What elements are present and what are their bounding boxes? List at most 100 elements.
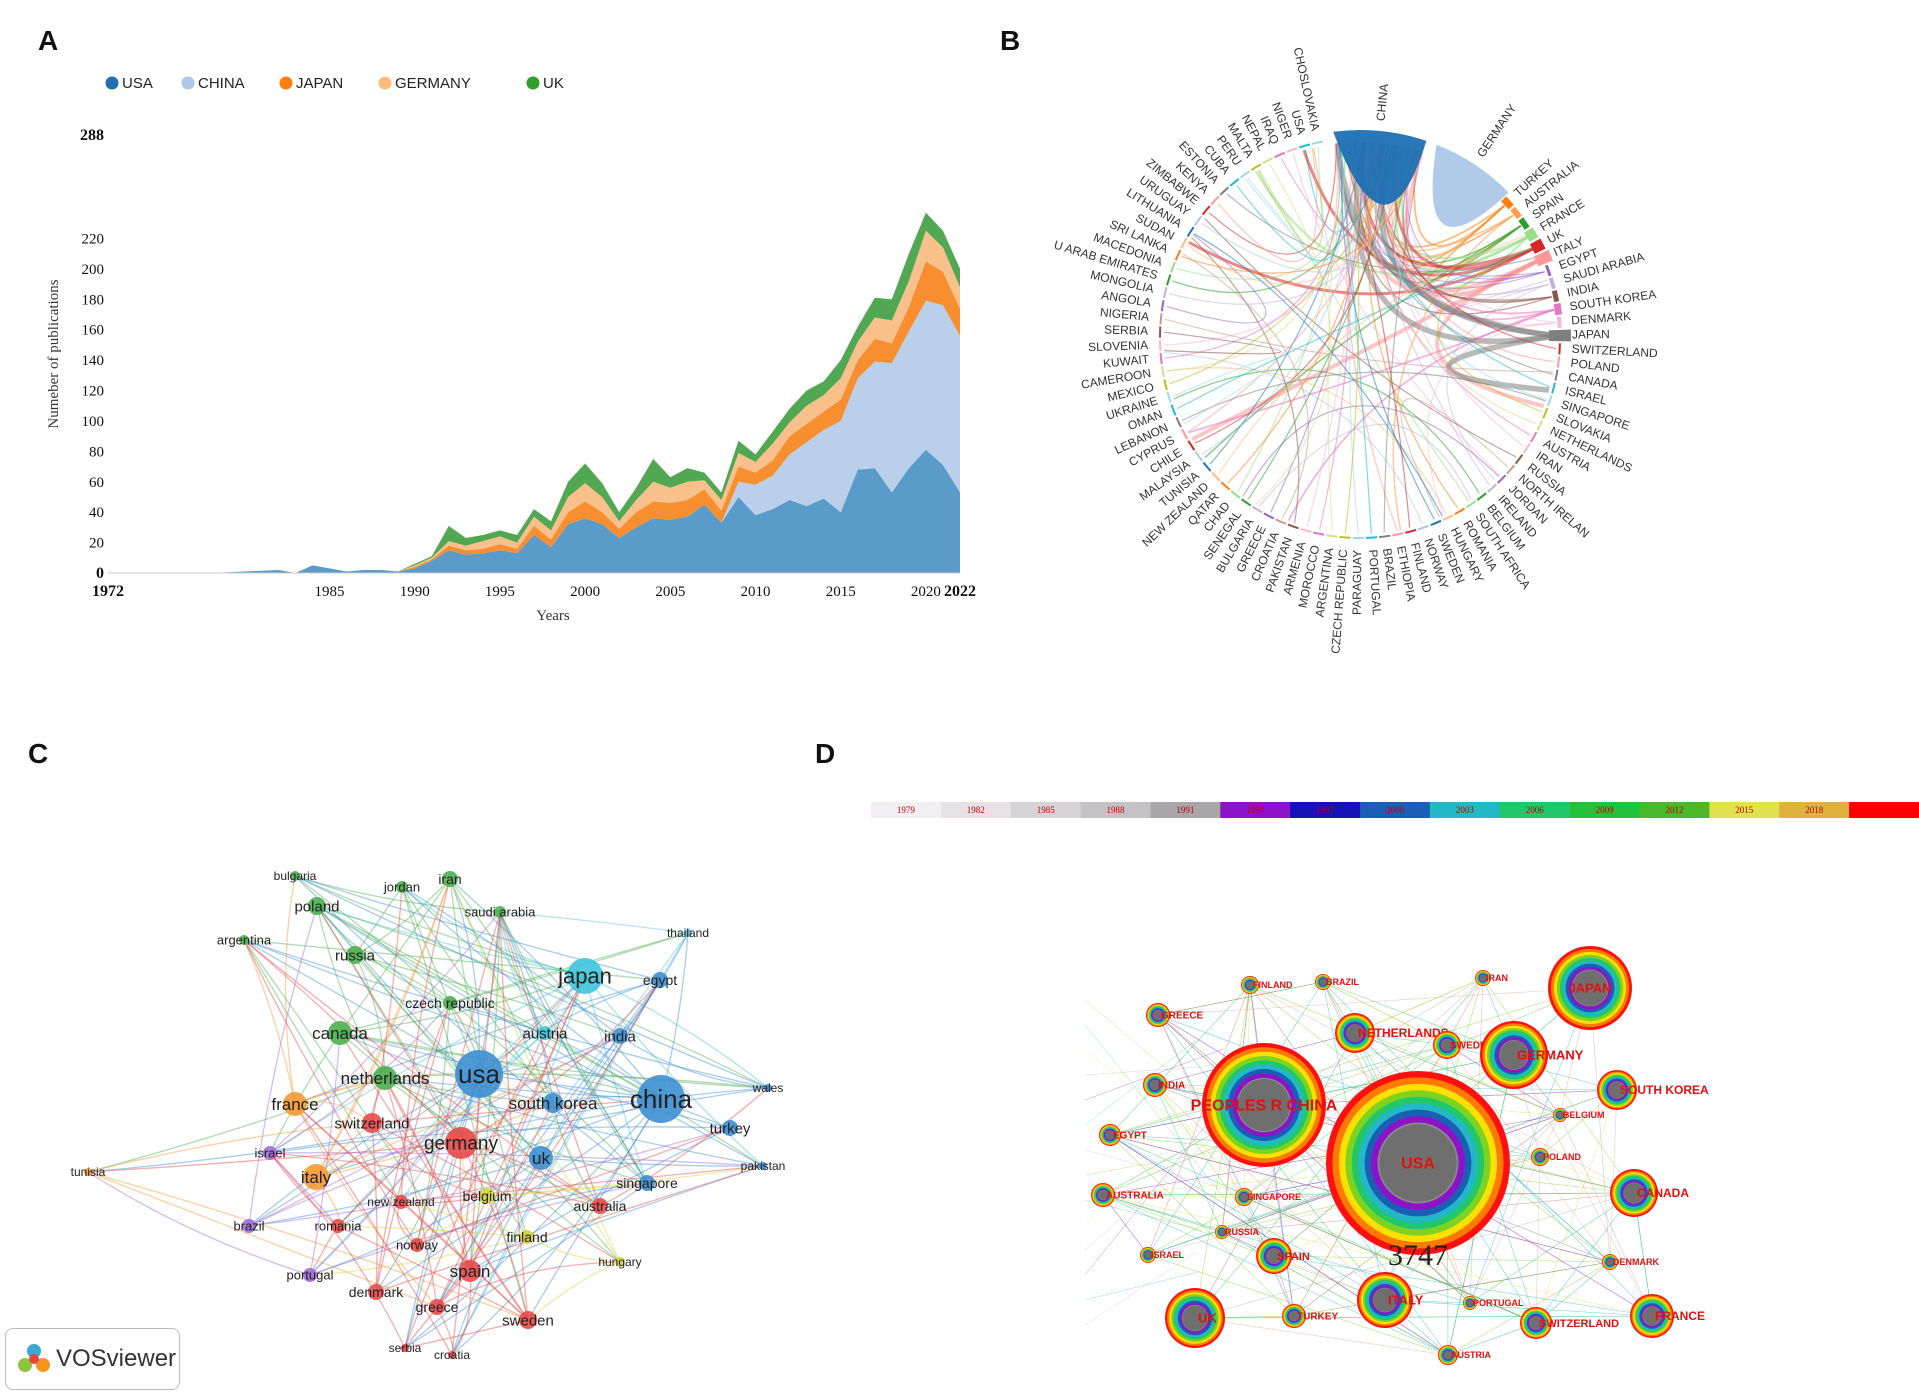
y-tick-40: 40 bbox=[89, 505, 104, 521]
node-portugal: PORTUGAL bbox=[1463, 1296, 1524, 1310]
edge-greece-hungary bbox=[436, 1261, 621, 1308]
edge-iran-singapore bbox=[449, 878, 648, 1184]
arc-sweden bbox=[1430, 519, 1442, 527]
node-circle-singapore bbox=[639, 1175, 655, 1191]
node-circle-poland bbox=[308, 897, 326, 915]
arc-ethiopia bbox=[1392, 532, 1404, 537]
edge-finland-new-zealand bbox=[400, 1201, 528, 1238]
node-switzerland: SWITZERLAND bbox=[1520, 1307, 1619, 1339]
edge-uk-pakistan bbox=[540, 1157, 764, 1167]
node-label-germany: germany bbox=[424, 1134, 498, 1155]
y-tick-140: 140 bbox=[82, 353, 105, 369]
legend-swatch-usa bbox=[105, 76, 119, 90]
node-austria: austria bbox=[522, 1025, 568, 1042]
arc-austria bbox=[1530, 431, 1538, 443]
edge-hungary-sweden bbox=[527, 1261, 621, 1321]
core-france bbox=[1642, 1306, 1662, 1326]
node-label-austria: austria bbox=[522, 1025, 568, 1042]
node-circle-china bbox=[637, 1075, 685, 1123]
y-tick-180: 180 bbox=[82, 292, 105, 308]
node-label-new-zealand: new zealand bbox=[367, 1195, 434, 1209]
panel-a-label: A bbox=[38, 25, 58, 56]
node-label-spain: spain bbox=[450, 1262, 491, 1281]
node-turkey: turkey bbox=[710, 1120, 751, 1137]
link-russia-australia bbox=[1102, 1194, 1223, 1233]
chord-label-brazil: BRAZIL bbox=[1380, 547, 1399, 591]
timeline-segment-1979 bbox=[871, 802, 942, 818]
core-portugal bbox=[1467, 1300, 1473, 1306]
edge-croatia-saudi-arabia bbox=[451, 911, 501, 1356]
edge-egypt-france bbox=[294, 979, 661, 1105]
edge-portugal-tunisia bbox=[87, 1171, 311, 1276]
node-label-iran: iran bbox=[438, 871, 461, 887]
timeline-segment-2018 bbox=[1779, 802, 1850, 818]
chord-norway bbox=[1164, 352, 1423, 525]
node-greece: GREECE bbox=[1146, 1003, 1204, 1027]
edge-iran-canada bbox=[339, 878, 451, 1034]
timeline-label-1985: 1985 bbox=[1037, 805, 1056, 815]
edge-switzerland-belgium bbox=[371, 1122, 488, 1197]
node-label-peoples-r-china: PEOPLES R CHINA bbox=[1191, 1098, 1338, 1115]
edge-norway-japan bbox=[416, 975, 586, 1246]
x-tick-2005: 2005 bbox=[655, 584, 685, 600]
core-belgium bbox=[1557, 1112, 1563, 1118]
peripheral-link bbox=[1084, 1146, 1242, 1176]
arc-kuwait bbox=[1159, 352, 1163, 365]
node-label-croatia: croatia bbox=[434, 1348, 470, 1362]
chord-label-switzerland: SWITZERLAND bbox=[1571, 342, 1658, 361]
arc-canada bbox=[1554, 369, 1559, 381]
edge-china-jordan bbox=[401, 886, 662, 1100]
edge-china-czech-republic bbox=[449, 1002, 662, 1100]
arc-nigeria bbox=[1159, 313, 1163, 325]
link-singapore-australia bbox=[1102, 1194, 1245, 1198]
node-label-turkey: turkey bbox=[710, 1120, 751, 1137]
edge-denmark-czech-republic bbox=[375, 1002, 451, 1293]
node-label-tunisia: tunisia bbox=[71, 1165, 106, 1179]
edge-russia-netherlands bbox=[354, 954, 386, 1079]
chord-label-poland: POLAND bbox=[1570, 356, 1621, 376]
vosviewer-text: VOSviewer bbox=[56, 1345, 177, 1372]
edge-netherlands-australia bbox=[384, 1077, 601, 1207]
node-serbia: serbia bbox=[389, 1341, 422, 1355]
link-south-korea-denmark bbox=[1609, 1089, 1618, 1263]
edge-usa-serbia bbox=[404, 1073, 480, 1349]
edge-czech-republic-norway bbox=[416, 1002, 451, 1246]
edge-sweden-france bbox=[294, 1103, 529, 1321]
edge-czech-republic-russia bbox=[354, 954, 451, 1004]
arc-uruguay bbox=[1193, 215, 1203, 226]
node-label-netherlands: NETHERLANDS bbox=[1358, 1026, 1449, 1040]
node-israel: israel bbox=[254, 1146, 285, 1161]
chord-uk bbox=[1188, 240, 1535, 296]
node-circle-france bbox=[283, 1092, 307, 1116]
panel-c-network-nodes: bulgaria jordan iran poland saudi arabia arge… bbox=[71, 869, 786, 1362]
core-uk bbox=[1182, 1305, 1208, 1331]
node-label-usa: USA bbox=[1401, 1156, 1435, 1173]
edge-usa-brazil bbox=[248, 1073, 480, 1227]
edge-canada-japan bbox=[339, 975, 586, 1034]
y-tick-100: 100 bbox=[82, 414, 105, 430]
node-label-denmark: denmark bbox=[349, 1284, 404, 1300]
node-circle-denmark bbox=[368, 1284, 384, 1300]
arc-croatia bbox=[1275, 518, 1287, 525]
arc-chile bbox=[1187, 440, 1196, 451]
chord-oman bbox=[1176, 247, 1535, 410]
core-austria bbox=[1443, 1350, 1453, 1360]
chord-label-serbia: SERBIA bbox=[1104, 323, 1148, 338]
edge-italy-india bbox=[315, 1035, 621, 1178]
core-spain bbox=[1266, 1248, 1282, 1264]
node-circle-greece bbox=[429, 1299, 445, 1315]
node-hungary: hungary bbox=[598, 1255, 641, 1269]
core-finland bbox=[1246, 981, 1254, 989]
panel-b-chord-arcs bbox=[1159, 130, 1572, 539]
node-switzerland: switzerland bbox=[334, 1113, 410, 1133]
chord-hungary bbox=[1166, 367, 1447, 515]
node-germany: GERMANY bbox=[1480, 1021, 1584, 1089]
edge-czech-republic-thailand bbox=[449, 932, 689, 1004]
node-circle-pakistan bbox=[759, 1162, 767, 1170]
core-iran bbox=[1479, 974, 1487, 982]
link-austria-australia bbox=[1102, 1194, 1449, 1356]
node-turkey: TURKEY bbox=[1282, 1304, 1338, 1328]
edge-usa-egypt bbox=[478, 979, 661, 1075]
node-poland: POLAND bbox=[1531, 1148, 1582, 1166]
